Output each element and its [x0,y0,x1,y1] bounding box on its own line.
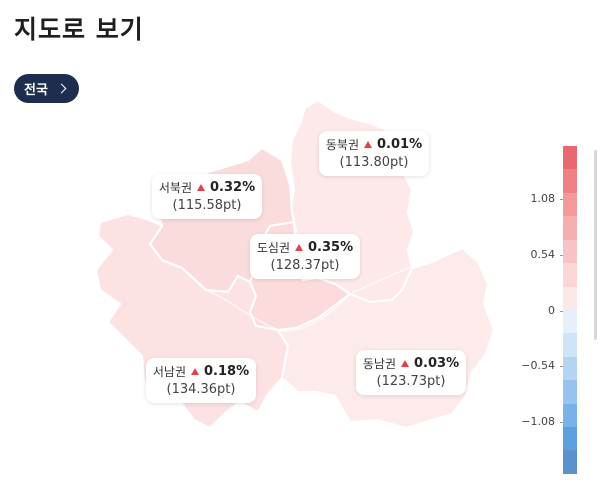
index-value: (123.73pt) [376,374,446,389]
label-central: 도심권 0.35% (128.37pt) [250,234,360,279]
region-selector-button[interactable]: 전국 [14,74,79,103]
legend-color-step [563,380,577,404]
district-name: 서북권 [158,181,193,195]
legend-color-step [563,403,577,428]
legend-color-step [563,356,577,381]
legend-color-step [563,427,577,451]
district-name: 도심권 [256,241,291,255]
scrollbar[interactable] [594,150,597,340]
label-southwest: 서남권 0.18% (134.36pt) [146,358,256,403]
label-northwest: 서북권 0.32% (115.58pt) [152,174,262,219]
change-rate: 0.32% [210,180,256,195]
legend-tick-mark [560,422,563,423]
legend-tick-mark [560,311,563,312]
change-rate: 0.18% [204,364,250,379]
legend-color-step [563,192,577,217]
legend-tick: −1.08 [521,415,555,428]
page-title: 지도로 보기 [14,15,144,44]
legend-color-step [563,333,577,357]
district-name: 동남권 [362,357,397,371]
han-river-line [205,247,463,332]
legend-color-step [563,309,577,334]
change-rate: 0.35% [308,240,354,255]
legend-tick-mark [560,199,563,200]
triangle-up-icon [401,360,410,367]
legend-color-step [563,450,577,474]
index-value: (128.37pt) [270,258,340,273]
index-value: (115.58pt) [172,198,242,213]
triangle-up-icon [197,184,206,191]
legend-tick-mark [560,366,563,367]
label-northeast: 동북권 0.01% (113.80pt) [319,131,429,176]
label-southeast: 동남권 0.03% (123.73pt) [356,350,466,395]
triangle-up-icon [364,141,373,148]
legend-color-step [563,216,577,240]
triangle-up-icon [191,368,200,375]
triangle-up-icon [295,244,304,251]
legend-color-step [563,146,577,170]
change-rate: 0.01% [377,137,423,152]
legend-tick: 1.08 [530,192,556,205]
district-name: 동북권 [325,138,360,152]
legend-color-step [563,169,577,193]
legend-tick-mark [560,255,563,256]
color-legend-bar [563,146,577,474]
region-selector-label: 전국 [24,83,48,98]
index-value: (113.80pt) [339,155,409,170]
district-name: 서남권 [152,365,187,379]
index-value: (134.36pt) [166,382,236,397]
legend-color-step [563,263,577,287]
legend-tick: 0 [548,304,555,317]
legend-tick: −0.54 [521,359,555,372]
change-rate: 0.03% [414,356,460,371]
legend-tick: 0.54 [530,248,556,261]
legend-color-step [563,239,577,264]
legend-color-step [563,286,577,310]
